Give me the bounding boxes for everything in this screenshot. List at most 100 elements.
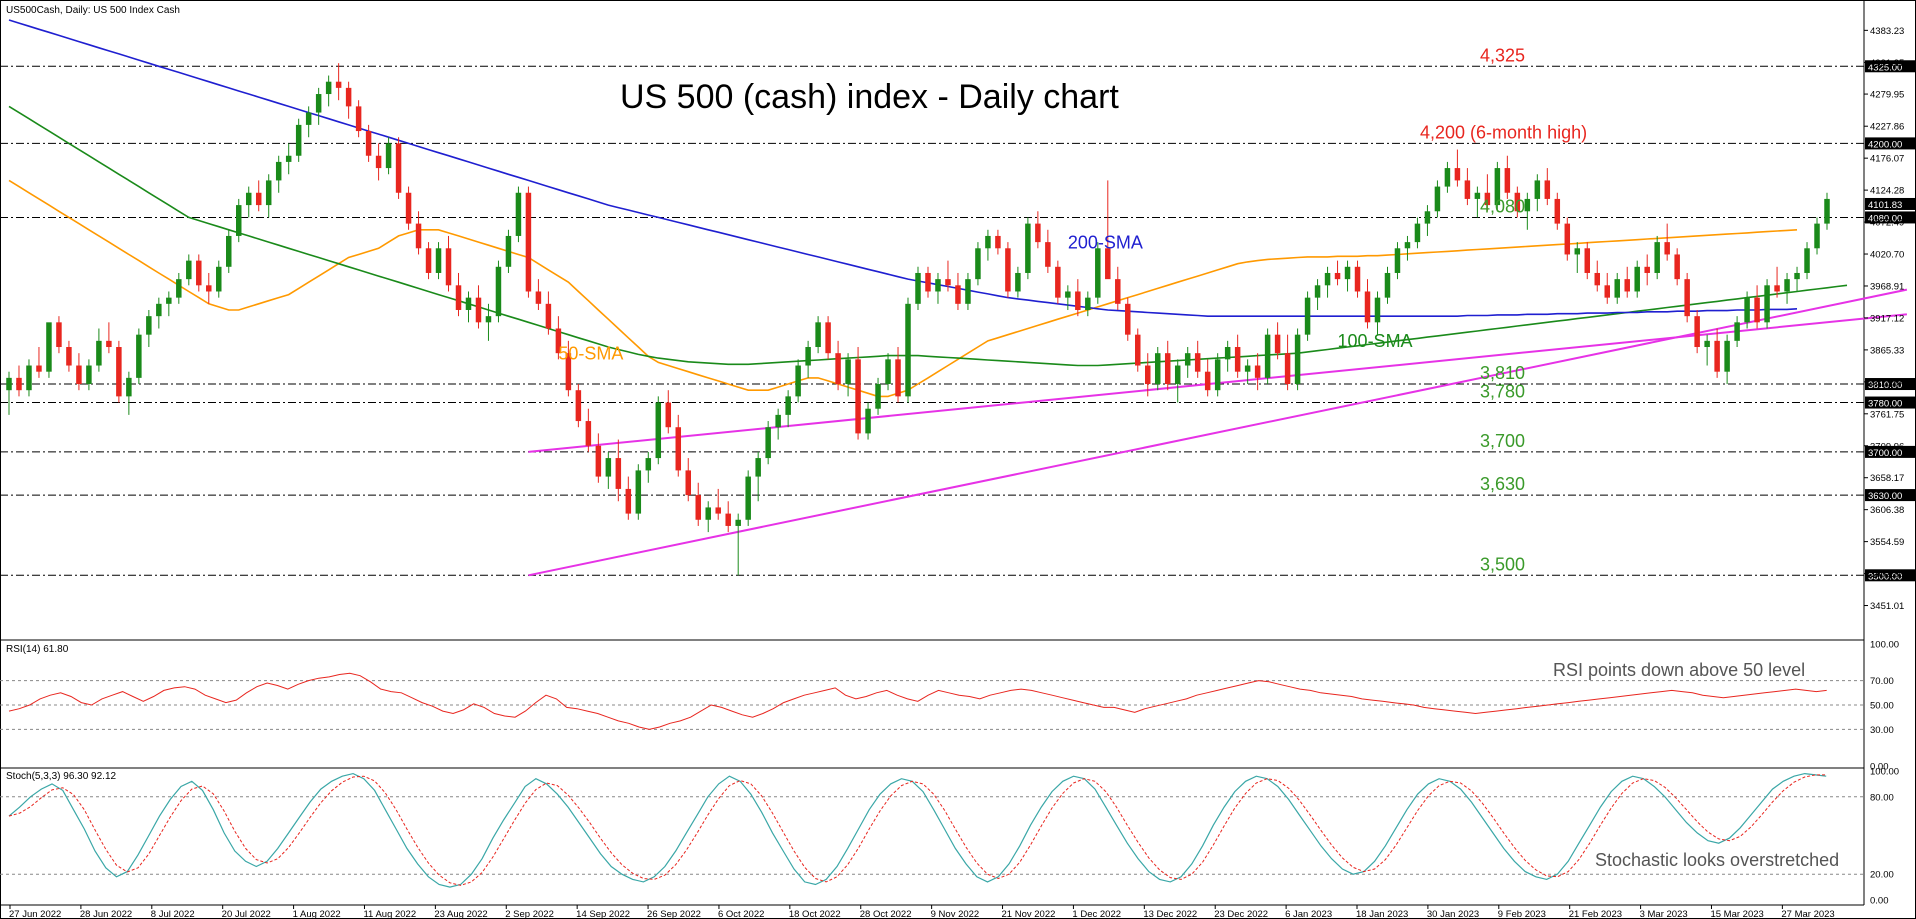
candle-body[interactable]: [1085, 297, 1091, 310]
candle-body[interactable]: [126, 377, 132, 397]
candle-body[interactable]: [1204, 371, 1211, 391]
candle-body[interactable]: [685, 470, 691, 496]
candle-body[interactable]: [445, 248, 452, 286]
candle-body[interactable]: [146, 316, 152, 335]
candle-body[interactable]: [1474, 192, 1481, 199]
candle-body[interactable]: [56, 322, 62, 348]
candle-body[interactable]: [1694, 316, 1700, 348]
candle-body[interactable]: [206, 285, 212, 292]
candle-body[interactable]: [1764, 285, 1770, 323]
candle-body[interactable]: [325, 81, 332, 95]
candle-body[interactable]: [1244, 365, 1251, 372]
candle-body[interactable]: [1784, 279, 1790, 292]
candle-body[interactable]: [395, 143, 402, 193]
candle-body[interactable]: [1584, 248, 1591, 273]
candle-body[interactable]: [905, 303, 911, 397]
candle-body[interactable]: [226, 235, 232, 267]
candle-body[interactable]: [1674, 254, 1680, 280]
candle-body[interactable]: [1634, 266, 1640, 292]
candle-body[interactable]: [1434, 186, 1441, 212]
candle-body[interactable]: [1654, 242, 1660, 273]
candle-body[interactable]: [1354, 266, 1361, 292]
candle-body[interactable]: [1614, 279, 1620, 298]
candle-body[interactable]: [485, 316, 492, 323]
candle-body[interactable]: [775, 414, 781, 428]
candle-body[interactable]: [1744, 297, 1750, 323]
candle-body[interactable]: [615, 458, 622, 489]
candle-body[interactable]: [665, 402, 672, 428]
candle-body[interactable]: [845, 359, 851, 385]
candle-body[interactable]: [1664, 242, 1670, 255]
candle-body[interactable]: [995, 235, 1001, 249]
candle-body[interactable]: [116, 347, 122, 397]
candle-body[interactable]: [745, 476, 751, 520]
candle-body[interactable]: [495, 266, 502, 317]
candle-body[interactable]: [255, 192, 262, 206]
candle-body[interactable]: [166, 297, 172, 304]
candle-body[interactable]: [1754, 297, 1760, 323]
candle-body[interactable]: [1174, 365, 1181, 385]
candle-body[interactable]: [156, 303, 162, 317]
candle-body[interactable]: [1724, 340, 1730, 372]
candle-body[interactable]: [585, 421, 592, 446]
candle-body[interactable]: [305, 112, 312, 125]
candle-body[interactable]: [1105, 248, 1111, 280]
candle-body[interactable]: [26, 365, 32, 391]
candle-body[interactable]: [1324, 272, 1331, 286]
candle-body[interactable]: [265, 180, 272, 206]
candle-body[interactable]: [1055, 266, 1061, 298]
candle-body[interactable]: [405, 192, 412, 224]
candle-body[interactable]: [196, 260, 202, 286]
candle-body[interactable]: [1294, 334, 1301, 385]
candle-body[interactable]: [945, 279, 951, 286]
candle-body[interactable]: [555, 328, 562, 354]
candle-body[interactable]: [1774, 285, 1780, 292]
candle-body[interactable]: [965, 279, 971, 304]
candle-body[interactable]: [1075, 291, 1081, 310]
candle-body[interactable]: [645, 458, 652, 471]
candle-body[interactable]: [1404, 242, 1411, 249]
candle-body[interactable]: [545, 303, 552, 329]
candle-body[interactable]: [1444, 168, 1451, 187]
candle-body[interactable]: [295, 124, 302, 156]
candle-body[interactable]: [825, 322, 831, 354]
candle-body[interactable]: [315, 94, 322, 113]
candle-body[interactable]: [1005, 248, 1011, 292]
candle-body[interactable]: [1194, 353, 1201, 372]
candle-body[interactable]: [1494, 168, 1501, 206]
candle-body[interactable]: [955, 285, 961, 304]
candle-body[interactable]: [36, 365, 42, 372]
candle-body[interactable]: [335, 81, 342, 88]
candle-body[interactable]: [1734, 322, 1740, 341]
candle-body[interactable]: [1824, 198, 1830, 224]
candle-body[interactable]: [1284, 353, 1291, 385]
candle-body[interactable]: [46, 322, 52, 372]
candle-body[interactable]: [16, 377, 22, 391]
candle-body[interactable]: [1524, 198, 1531, 212]
candle-body[interactable]: [815, 322, 821, 348]
candle-body[interactable]: [1464, 180, 1471, 199]
candle-body[interactable]: [1574, 248, 1581, 255]
candle-body[interactable]: [475, 297, 482, 323]
candle-body[interactable]: [1814, 223, 1820, 249]
candle-body[interactable]: [1274, 334, 1281, 354]
candle-body[interactable]: [1025, 223, 1031, 273]
candle-body[interactable]: [855, 359, 861, 434]
candle-body[interactable]: [1484, 192, 1491, 206]
candle-body[interactable]: [1604, 285, 1610, 298]
candle-body[interactable]: [915, 272, 921, 304]
candle-body[interactable]: [216, 266, 222, 292]
candle-body[interactable]: [1644, 266, 1650, 273]
candle-body[interactable]: [1454, 168, 1461, 181]
candle-body[interactable]: [1624, 279, 1630, 292]
candle-body[interactable]: [106, 340, 112, 348]
candle-body[interactable]: [1514, 192, 1521, 212]
candle-body[interactable]: [1704, 340, 1710, 348]
candle-body[interactable]: [455, 285, 462, 310]
candle-body[interactable]: [565, 353, 572, 391]
candle-body[interactable]: [705, 507, 711, 520]
candle-body[interactable]: [1095, 248, 1101, 298]
candle-body[interactable]: [805, 347, 811, 366]
candle-body[interactable]: [1135, 334, 1141, 366]
candle-body[interactable]: [415, 223, 422, 249]
